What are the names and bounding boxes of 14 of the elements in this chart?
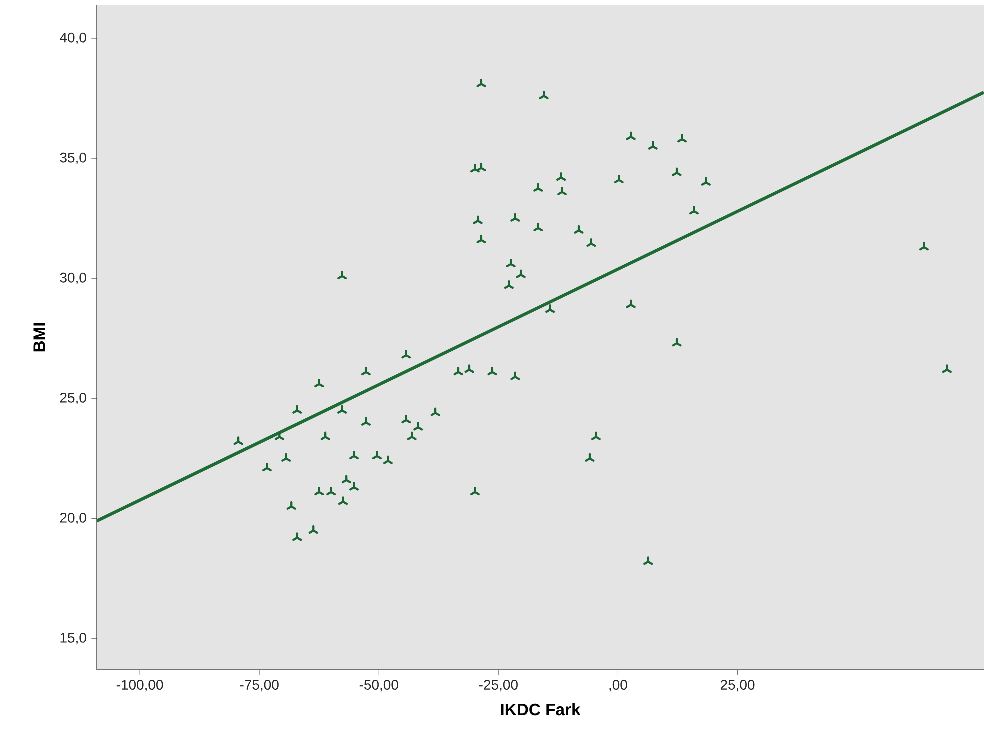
x-tick-label: 25,00	[720, 680, 755, 692]
x-tick-label: -75,00	[240, 680, 279, 692]
x-axis-title: IKDC Fark	[501, 703, 581, 716]
y-tick-label: 30,0	[60, 272, 86, 284]
y-tick-label: 40,0	[60, 32, 86, 44]
y-tick-label: 25,0	[60, 392, 86, 405]
y-tick-label: 15,0	[60, 633, 86, 645]
y-tick-label: 20,0	[60, 512, 86, 525]
x-tick-label: -25,00	[479, 680, 518, 692]
x-tick-label: -100,00	[116, 680, 164, 692]
y-axis-title: BMI	[34, 323, 46, 352]
x-tick-label: ,00	[610, 680, 628, 692]
y-tick-label: 35,0	[60, 152, 86, 164]
x-tick-label: -50,00	[360, 680, 398, 692]
